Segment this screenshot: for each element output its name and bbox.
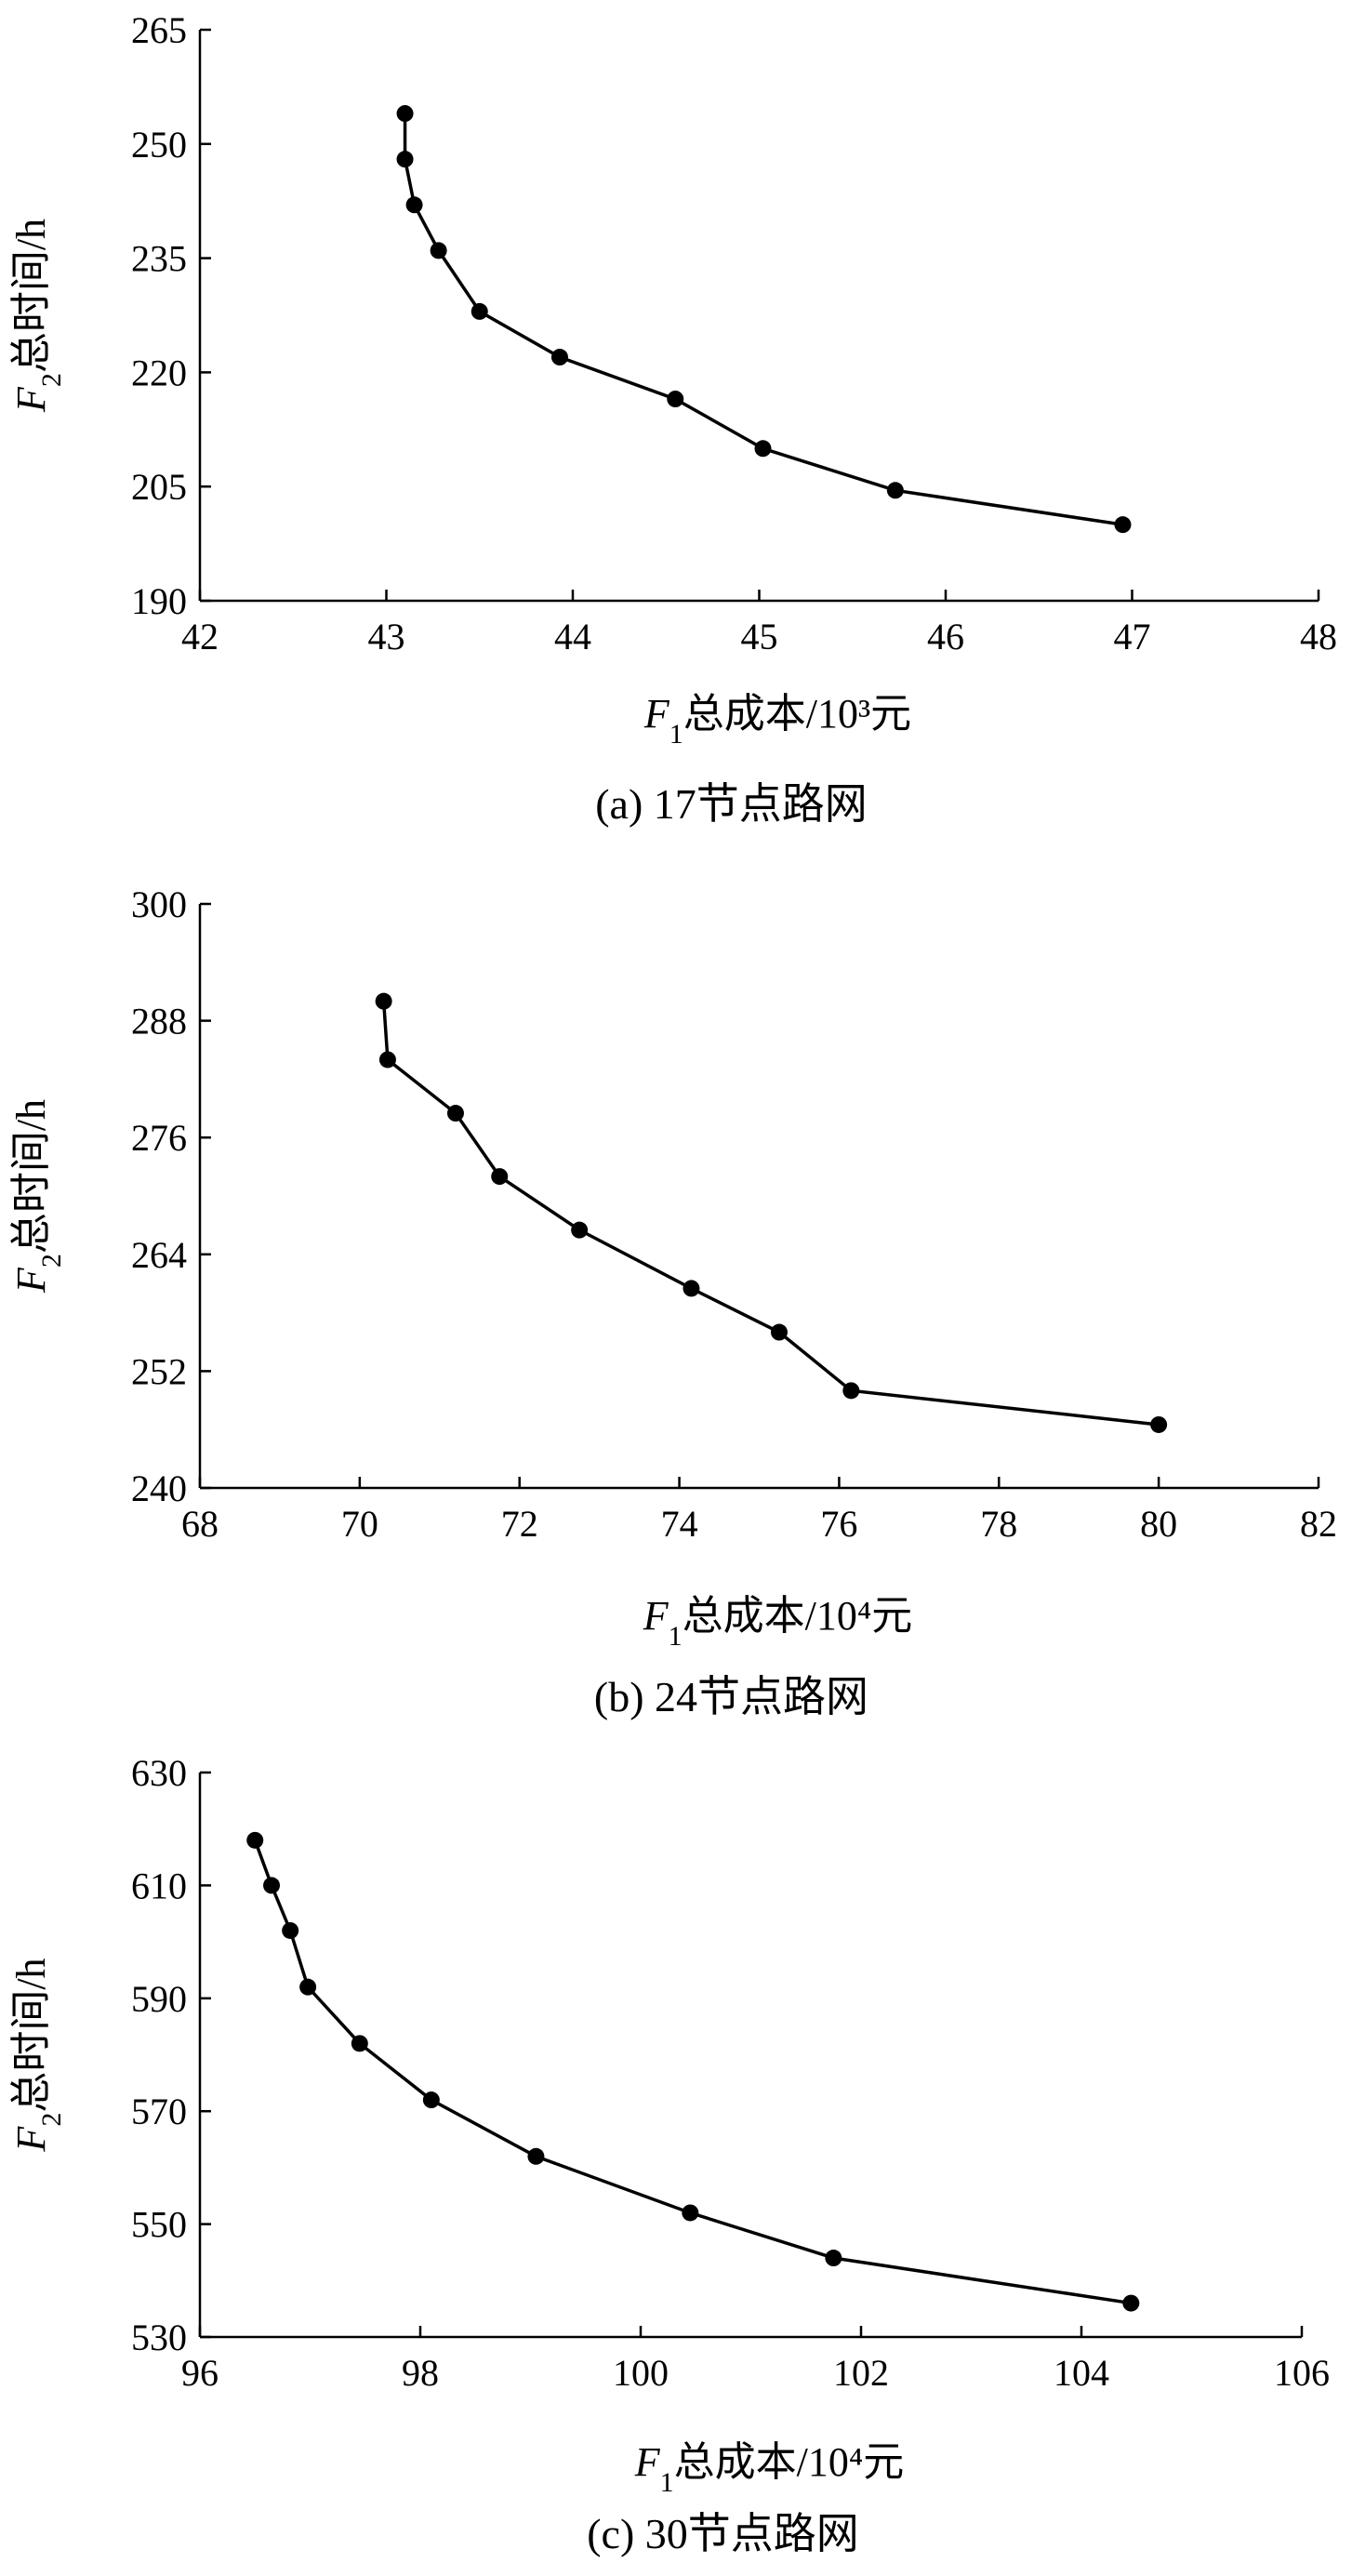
panel-caption: (b) 24节点路网 <box>594 1673 868 1720</box>
chart-panel-2: 68 70 72 74 76 78 80 82 240 252 264 276 288 300 F1总成本/… <box>8 883 1337 1720</box>
y-tick-label: 252 <box>131 1350 187 1392</box>
x-tick-label: 45 <box>741 616 778 657</box>
data-point <box>405 196 423 214</box>
x-tick-label: 46 <box>927 616 964 657</box>
x-tick-label: 42 <box>181 616 219 657</box>
data-point <box>886 482 904 499</box>
data-point <box>396 151 414 168</box>
y-tick-label: 288 <box>131 1001 187 1042</box>
data-point <box>246 1831 264 1849</box>
x-tick-label: 47 <box>1114 616 1151 657</box>
y-tick-label: 205 <box>131 466 187 508</box>
x-tick-label: 48 <box>1300 616 1337 657</box>
data-point <box>667 391 684 408</box>
x-tick-label: 106 <box>1274 2352 1330 2394</box>
data-point <box>430 242 447 259</box>
x-tick-label: 80 <box>1140 1503 1177 1545</box>
x-tick-label: 78 <box>980 1503 1017 1545</box>
data-point <box>1122 2294 1140 2312</box>
y-tick-label: 265 <box>131 9 187 51</box>
data-point <box>682 2204 699 2222</box>
x-tick-label: 100 <box>613 2352 669 2394</box>
y-tick-label: 590 <box>131 1978 187 2020</box>
panel-caption: (c) 30节点路网 <box>587 2510 859 2557</box>
x-axis-title: F1总成本/10⁴元 <box>643 1593 912 1652</box>
x-tick-label: 72 <box>501 1503 538 1545</box>
x-tick-label: 82 <box>1300 1503 1337 1545</box>
data-point <box>683 1280 700 1297</box>
data-point <box>1150 1415 1168 1433</box>
y-tick-label: 220 <box>131 352 187 393</box>
chart-panel-3: 96 98 100 102 104 106 530 550 570 590 610 630 F1总成本/… <box>8 1752 1330 2557</box>
data-point <box>351 2035 368 2052</box>
x-tick-label: 74 <box>661 1503 698 1545</box>
data-point <box>396 105 414 123</box>
data-point <box>422 2091 440 2109</box>
data-point <box>263 1877 281 1894</box>
y-tick-label: 190 <box>131 580 187 622</box>
y-axis-title: F2总时间/h <box>8 1099 67 1294</box>
data-point <box>550 349 568 366</box>
data-point <box>825 2250 842 2267</box>
x-tick-label: 68 <box>181 1503 219 1545</box>
x-tick-label: 44 <box>554 616 591 657</box>
y-tick-label: 570 <box>131 2091 187 2132</box>
data-point <box>375 992 392 1010</box>
data-point <box>1114 516 1132 534</box>
data-point <box>282 1921 299 1939</box>
y-axis-title: F2总时间/h <box>8 1958 67 2152</box>
x-axis-title: F1总成本/10³元 <box>643 691 911 750</box>
data-point <box>471 302 488 320</box>
data-point <box>378 1051 396 1069</box>
series-line <box>381 1001 1160 1427</box>
y-tick-label: 276 <box>131 1117 187 1159</box>
y-tick-label: 550 <box>131 2204 187 2246</box>
x-tick-label: 43 <box>368 616 405 657</box>
data-point <box>491 1168 509 1186</box>
x-tick-label: 98 <box>402 2352 439 2394</box>
y-tick-label: 530 <box>131 2317 187 2358</box>
data-point <box>571 1221 589 1239</box>
series-line <box>403 113 1123 526</box>
y-tick-label: 240 <box>131 1467 187 1509</box>
y-tick-label: 300 <box>131 883 187 925</box>
y-tick-label: 264 <box>131 1234 187 1276</box>
data-point <box>446 1105 464 1122</box>
x-tick-label: 104 <box>1054 2352 1109 2394</box>
x-tick-label: 70 <box>341 1503 378 1545</box>
data-point <box>527 2147 545 2165</box>
data-point <box>299 1978 317 1996</box>
x-tick-label: 102 <box>833 2352 889 2394</box>
data-point <box>754 440 772 458</box>
y-axis-title: F2总时间/h <box>8 219 67 413</box>
x-tick-label: 76 <box>820 1503 857 1545</box>
x-axis-title: F1总成本/10⁴元 <box>634 2439 904 2498</box>
series-line <box>253 1839 1132 2305</box>
panel-caption: (a) 17节点路网 <box>595 780 868 828</box>
y-tick-label: 630 <box>131 1752 187 1794</box>
data-point <box>842 1382 860 1400</box>
y-tick-label: 250 <box>131 124 187 166</box>
y-tick-label: 235 <box>131 238 187 280</box>
chart-panel-1: 42 43 44 45 46 47 48 190 205 220 235 250 265 F1总成本/10… <box>8 9 1337 828</box>
x-tick-label: 96 <box>181 2352 219 2394</box>
y-tick-label: 610 <box>131 1865 187 1906</box>
data-point <box>770 1323 788 1341</box>
